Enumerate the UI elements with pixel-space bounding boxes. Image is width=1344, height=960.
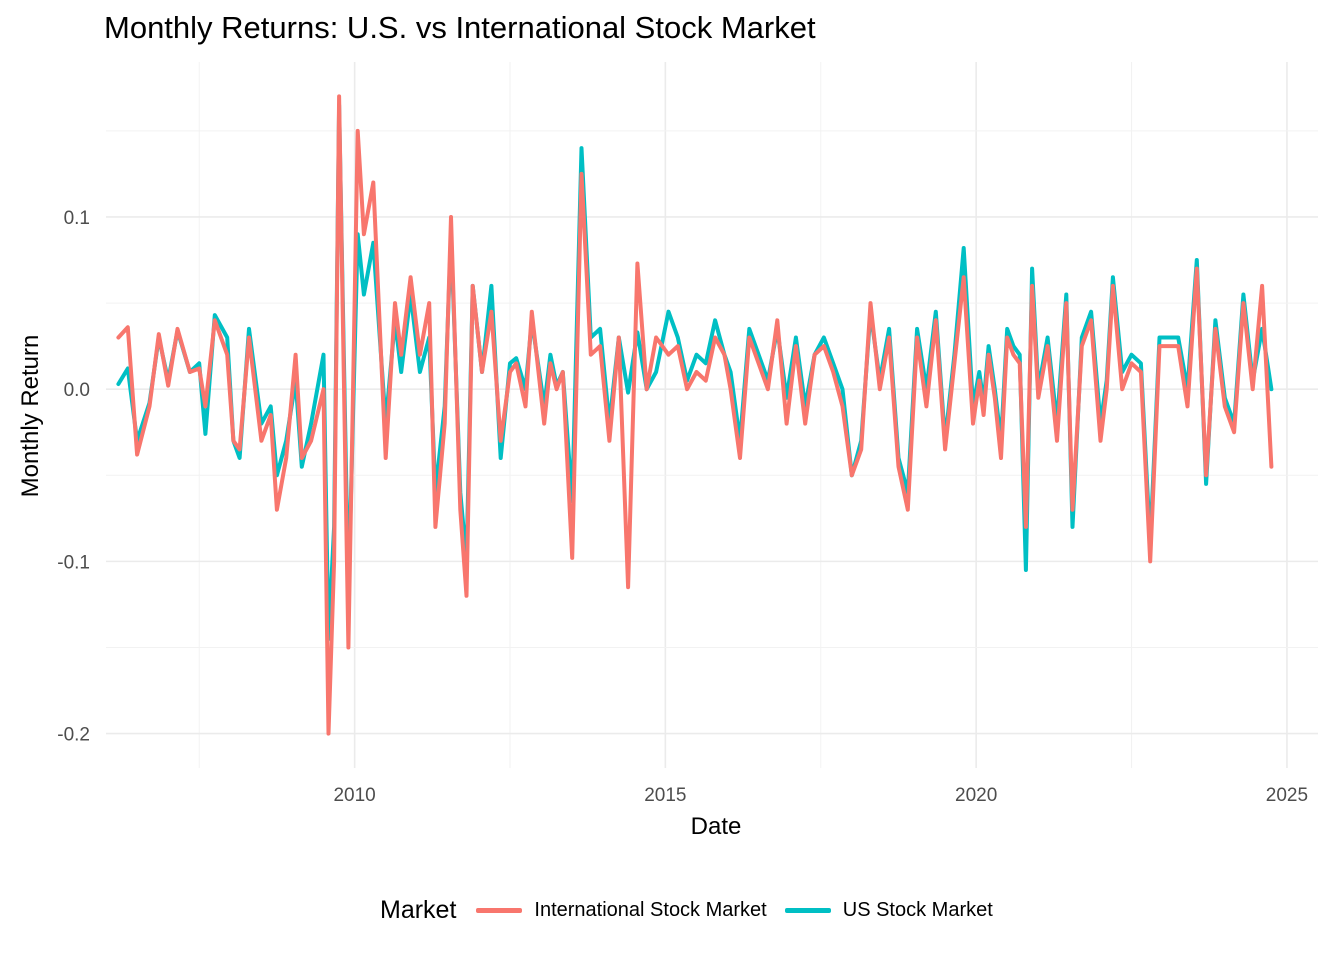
series-lines [116,94,1274,736]
legend-label-international: International Stock Market [534,898,767,921]
x-tick-label: 2025 [1266,785,1308,806]
legend-item-us: US Stock Market [784,898,993,922]
chart-title: Monthly Returns: U.S. vs International S… [104,10,816,45]
legend: Market International Stock Market US Sto… [380,890,1011,930]
x-axis-ticks: 2010 2015 2020 2025 [333,785,1308,806]
y-tick-label: -0.2 [57,725,90,746]
legend-key-us [784,907,831,913]
series-line-international-stock-market [116,94,1274,736]
legend-label-us: US Stock Market [842,898,993,921]
x-tick-label: 2010 [333,785,375,806]
x-tick-label: 2015 [644,785,686,806]
x-axis-title: Date [691,813,742,840]
y-axis-ticks: -0.2 -0.1 0.0 0.1 [57,208,90,746]
x-tick-label: 2020 [955,785,997,806]
grid-lines [106,62,1318,768]
legend-title: Market [380,895,457,924]
y-tick-label: 0.0 [64,380,90,401]
legend-item-international: International Stock Market [476,898,767,922]
y-tick-label: 0.1 [64,208,90,229]
legend-key-international [476,907,523,913]
y-axis-title: Monthly Return [17,335,44,498]
y-tick-label: -0.1 [57,552,90,573]
